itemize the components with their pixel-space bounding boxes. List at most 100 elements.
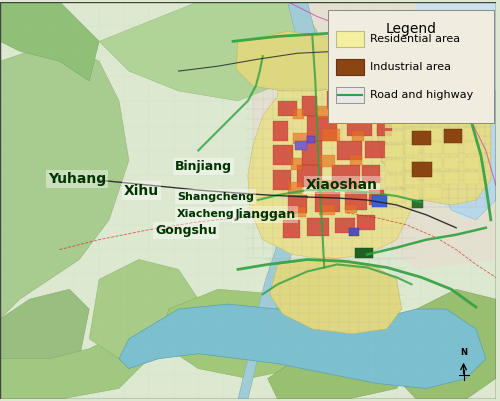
Bar [444, 83, 459, 95]
Bar [384, 131, 402, 142]
Text: Legend: Legend [386, 22, 437, 36]
Bar [308, 218, 329, 236]
Text: N: N [460, 348, 467, 357]
Bar [308, 116, 337, 140]
Polygon shape [99, 2, 318, 101]
Polygon shape [248, 81, 422, 259]
Bar [352, 131, 364, 140]
Bar [347, 116, 372, 136]
Bar [404, 173, 419, 185]
Polygon shape [278, 51, 318, 121]
Polygon shape [396, 289, 496, 399]
Bar [464, 128, 479, 140]
Polygon shape [349, 160, 397, 205]
Bar [278, 101, 297, 116]
Bar [464, 172, 479, 184]
Text: Yuhang: Yuhang [48, 172, 106, 186]
Bar [464, 142, 479, 154]
Bar [424, 157, 442, 169]
Bar [384, 101, 402, 113]
Bar [384, 175, 402, 187]
Bar [316, 192, 340, 212]
Bar [350, 155, 362, 165]
Bar [318, 180, 335, 192]
Bar [345, 192, 367, 210]
Polygon shape [236, 31, 352, 91]
Bar [345, 205, 357, 213]
Bar [320, 155, 335, 167]
Bar [355, 247, 373, 257]
Bar [365, 140, 384, 158]
Bar [288, 195, 308, 213]
Bar [404, 129, 419, 140]
Bar [444, 128, 459, 140]
Bar [345, 106, 357, 116]
Polygon shape [422, 71, 496, 220]
Bar [292, 133, 308, 144]
Bar [404, 144, 419, 155]
Bar [349, 228, 359, 236]
Bar [444, 157, 459, 169]
Polygon shape [377, 71, 491, 205]
Bar [302, 140, 322, 165]
Bar [377, 116, 392, 136]
Bar [272, 121, 287, 140]
Bar [384, 190, 402, 202]
Text: Industrial area: Industrial area [370, 62, 451, 72]
Bar [444, 129, 462, 144]
Bar [362, 165, 380, 183]
Bar [404, 83, 419, 95]
Bar [298, 165, 322, 187]
Bar [464, 98, 479, 110]
Bar [322, 129, 340, 140]
Polygon shape [253, 2, 496, 269]
Bar [424, 83, 442, 95]
Bar [327, 91, 352, 109]
Polygon shape [406, 2, 496, 220]
Bar [318, 106, 332, 118]
Polygon shape [0, 2, 99, 81]
Text: Xiacheng: Xiacheng [177, 209, 234, 219]
Text: Shangcheng: Shangcheng [177, 192, 254, 202]
Bar [444, 142, 459, 154]
Bar [424, 172, 442, 184]
Text: Binjiang: Binjiang [175, 160, 232, 173]
Polygon shape [306, 195, 357, 247]
Polygon shape [268, 319, 416, 399]
Bar [357, 96, 377, 111]
Text: Residential area: Residential area [370, 34, 460, 45]
Text: Jianggan: Jianggan [234, 208, 296, 221]
Bar [424, 142, 442, 154]
Bar [302, 96, 318, 116]
Bar [404, 114, 419, 126]
Bar [337, 140, 362, 160]
Polygon shape [0, 41, 129, 319]
Bar [444, 172, 459, 184]
Bar [296, 140, 308, 150]
Bar [384, 160, 402, 172]
Bar [412, 131, 432, 146]
Polygon shape [164, 289, 327, 379]
Bar [424, 128, 442, 140]
Bar [372, 195, 386, 207]
Text: Road and highway: Road and highway [370, 90, 473, 100]
Polygon shape [238, 2, 318, 399]
Polygon shape [89, 259, 198, 358]
Bar [357, 215, 375, 230]
Text: Xiaoshan: Xiaoshan [306, 178, 378, 192]
Bar [384, 146, 402, 157]
Polygon shape [119, 304, 486, 389]
Bar [332, 165, 360, 187]
Bar [384, 86, 402, 98]
Polygon shape [0, 289, 89, 399]
Bar [384, 116, 402, 128]
Bar [369, 190, 384, 205]
Bar [290, 158, 302, 170]
Bar [424, 187, 442, 199]
Bar [464, 157, 479, 169]
Bar [412, 200, 424, 208]
Bar [404, 158, 419, 170]
Polygon shape [0, 329, 148, 399]
Bar [272, 170, 290, 190]
Bar [444, 98, 459, 110]
